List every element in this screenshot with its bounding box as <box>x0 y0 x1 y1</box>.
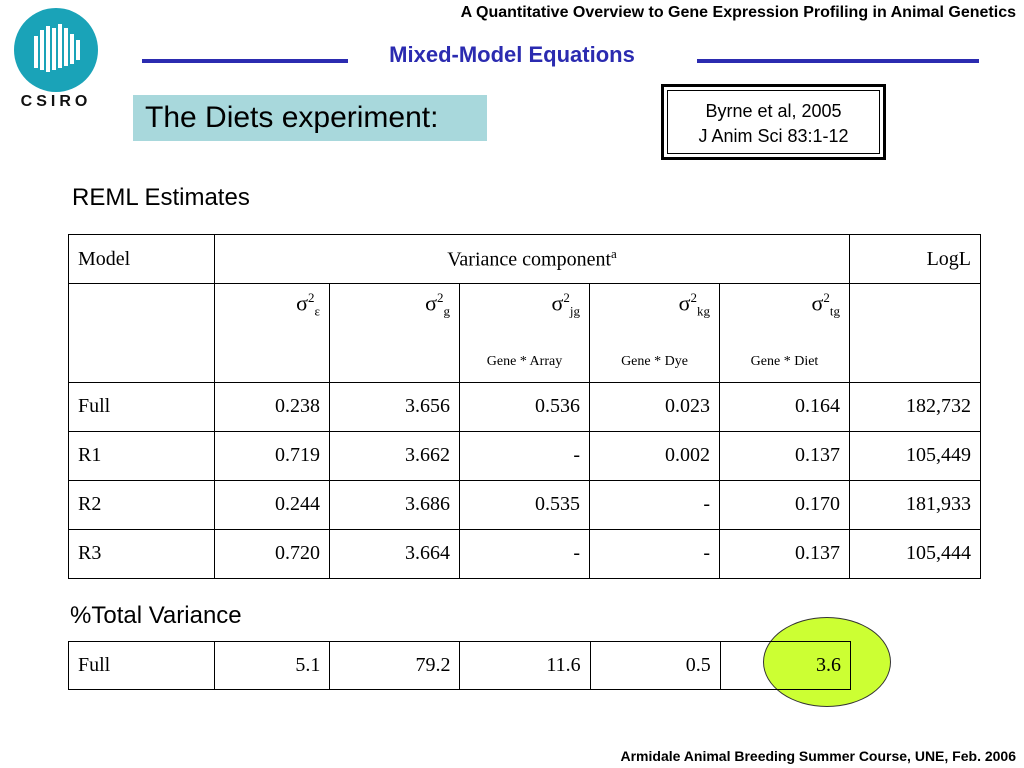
total-variance-table: Full 5.1 79.2 11.6 0.5 3.6 <box>67 641 852 690</box>
component-symbol-row: σ2ε σ2g σ2jg Gene * Array σ2kg Gene * Dye … <box>68 283 981 383</box>
reml-label: REML Estimates <box>72 184 250 211</box>
reference-authors: Byrne et al, 2005 <box>705 101 842 121</box>
header-rule-right <box>697 59 979 63</box>
value-cell: 0.137 <box>719 528 850 579</box>
value-cell: 0.719 <box>214 430 330 481</box>
header-variance: Variance componenta <box>214 234 850 284</box>
value-cell: - <box>459 430 590 481</box>
table-row: Full 5.1 79.2 11.6 0.5 3.6 <box>67 641 852 690</box>
component-symbol: σ2kg Gene * Dye <box>589 283 720 383</box>
component-label <box>224 354 320 366</box>
value-cell: 0.720 <box>214 528 330 579</box>
logl-cell: 105,444 <box>849 528 981 579</box>
empty-cell <box>849 283 981 383</box>
component-label: Gene * Diet <box>750 353 819 369</box>
logl-cell: 181,933 <box>849 479 981 530</box>
total-variance-label: %Total Variance <box>70 602 242 629</box>
course-title: A Quantitative Overview to Gene Expressi… <box>460 4 1016 21</box>
logl-cell: 182,732 <box>849 381 981 432</box>
value-cell: 11.6 <box>459 641 591 690</box>
value-cell: 0.002 <box>589 430 720 481</box>
model-cell: Full <box>67 641 216 690</box>
table-row: R1 0.719 3.662-0.002 0.137 105,449 <box>68 430 981 481</box>
value-cell: 0.170 <box>719 479 850 530</box>
value-cell: 3.686 <box>329 479 460 530</box>
value-cell: 0.023 <box>589 381 720 432</box>
section-title: Mixed-Model Equations <box>0 42 1024 68</box>
component-symbol: σ2g <box>329 283 460 383</box>
slide-heading: The Diets experiment: <box>133 95 487 141</box>
reference-box: Byrne et al, 2005 J Anim Sci 83:1-12 <box>661 84 886 160</box>
value-cell: 0.536 <box>459 381 590 432</box>
component-symbol: σ2ε <box>214 283 330 383</box>
header-model: Model <box>68 234 215 284</box>
value-cell: 3.662 <box>329 430 460 481</box>
value-cell: 3.656 <box>329 381 460 432</box>
value-cell: 0.137 <box>719 430 850 481</box>
value-cell-highlighted: 3.6 <box>720 641 852 690</box>
component-label: Gene * Array <box>486 353 563 369</box>
value-cell: 0.244 <box>214 479 330 530</box>
component-label <box>339 354 450 366</box>
value-cell: - <box>589 479 720 530</box>
value-cell: 0.238 <box>214 381 330 432</box>
table-row: Full 0.238 3.656 0.536 0.023 0.164 182,732 <box>68 381 981 432</box>
header-rule-left <box>142 59 348 63</box>
footer: Armidale Animal Breeding Summer Course, … <box>620 748 1017 764</box>
reference-journal: J Anim Sci 83:1-12 <box>698 126 849 146</box>
component-symbol: σ2tg Gene * Diet <box>719 283 850 383</box>
model-cell: R2 <box>68 479 215 530</box>
table-header-row: Model Variance componenta LogL <box>68 234 981 284</box>
value-cell: 0.164 <box>719 381 850 432</box>
section-title-text: Mixed-Model Equations <box>377 42 647 67</box>
empty-cell <box>68 283 215 383</box>
logo-text: CSIRO <box>21 93 92 110</box>
csiro-logo: CSIRO <box>12 6 100 110</box>
value-cell: - <box>459 528 590 579</box>
component-label: Gene * Dye <box>621 353 688 369</box>
value-cell: 5.1 <box>214 641 331 690</box>
table-row: R3 0.720 3.664- -0.137 105,444 <box>68 528 981 579</box>
reml-table: Model Variance componenta LogL σ2ε σ2g σ… <box>68 234 981 579</box>
logl-cell: 105,449 <box>849 430 981 481</box>
model-cell: Full <box>68 381 215 432</box>
value-cell: 3.664 <box>329 528 460 579</box>
value-cell: 0.5 <box>589 641 721 690</box>
model-cell: R3 <box>68 528 215 579</box>
value-cell: - <box>589 528 720 579</box>
header-logl: LogL <box>849 234 981 284</box>
component-symbol: σ2jg Gene * Array <box>459 283 590 383</box>
value-cell: 0.535 <box>459 479 590 530</box>
table-row: R2 0.244 3.686 0.535-0.170 181,933 <box>68 479 981 530</box>
model-cell: R1 <box>68 430 215 481</box>
value-cell: 79.2 <box>329 641 461 690</box>
